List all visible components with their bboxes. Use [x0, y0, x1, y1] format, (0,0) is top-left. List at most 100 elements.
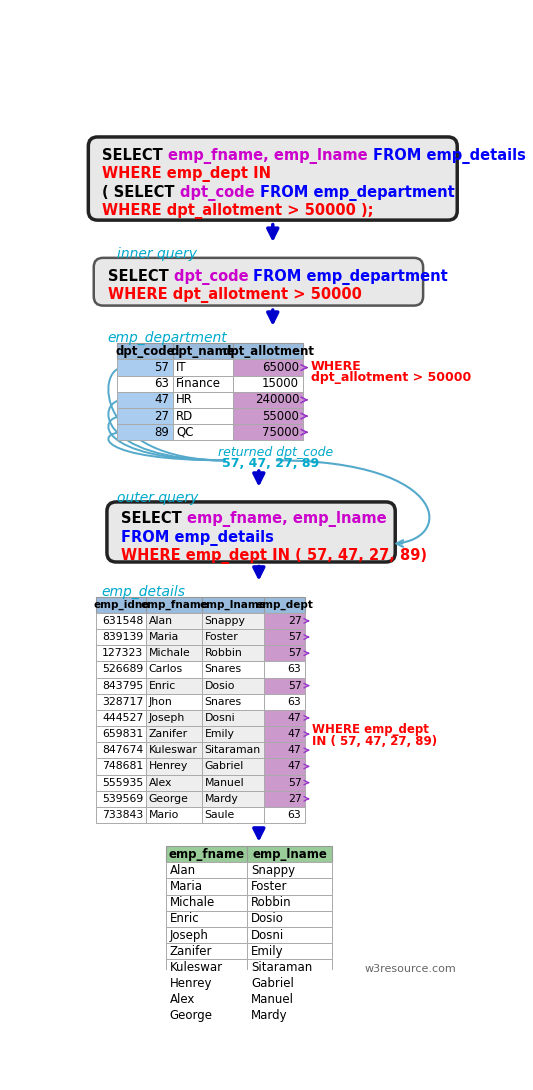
Bar	[202, 759, 264, 775]
Text: Robbin: Robbin	[205, 649, 243, 658]
Bar	[173, 376, 233, 391]
Bar	[264, 645, 304, 662]
Bar	[147, 790, 202, 807]
Text: Maria: Maria	[169, 880, 203, 893]
Bar	[264, 790, 304, 807]
Bar	[147, 645, 202, 662]
Bar	[166, 1008, 247, 1024]
Text: SELECT: SELECT	[102, 148, 168, 162]
Bar	[147, 662, 202, 678]
Bar	[202, 775, 264, 790]
Text: 57, 47, 27, 89: 57, 47, 27, 89	[222, 458, 319, 470]
Text: 47: 47	[288, 713, 302, 723]
Text: Gabriel: Gabriel	[205, 762, 244, 772]
Text: dpt_allotment > 50000: dpt_allotment > 50000	[311, 371, 471, 384]
Bar	[173, 360, 233, 376]
Text: 555935: 555935	[102, 777, 143, 788]
Bar	[96, 726, 147, 742]
Text: 847674: 847674	[102, 746, 143, 755]
Text: Joseph: Joseph	[149, 713, 185, 723]
Text: dpt_name: dpt_name	[171, 344, 236, 358]
Text: Manuel: Manuel	[251, 993, 294, 1006]
Text: FROM emp_department: FROM emp_department	[260, 184, 455, 201]
Bar	[247, 926, 333, 943]
Bar	[117, 408, 173, 424]
Text: Alex: Alex	[149, 777, 172, 788]
Text: Carlos: Carlos	[149, 665, 183, 675]
Text: Sitaraman: Sitaraman	[205, 746, 261, 755]
Text: Jhon: Jhon	[149, 697, 173, 706]
Bar	[147, 678, 202, 693]
Bar	[147, 775, 202, 790]
Text: 27: 27	[154, 410, 169, 423]
Text: emp_lname: emp_lname	[253, 848, 327, 861]
Text: 63: 63	[154, 377, 169, 390]
Bar	[147, 759, 202, 775]
Text: Alex: Alex	[169, 993, 195, 1006]
Bar	[247, 976, 333, 992]
Text: 47: 47	[154, 393, 169, 407]
Bar	[166, 879, 247, 895]
Bar	[247, 846, 333, 862]
Text: Foster: Foster	[205, 632, 238, 642]
Bar	[173, 343, 233, 360]
Text: IN ( 57, 47, 27, 89): IN ( 57, 47, 27, 89)	[312, 736, 438, 749]
Bar	[166, 959, 247, 976]
Bar	[96, 662, 147, 678]
Text: Dosio: Dosio	[251, 912, 284, 925]
Text: Foster: Foster	[251, 880, 288, 893]
Text: Emily: Emily	[251, 945, 284, 958]
FancyBboxPatch shape	[88, 137, 457, 220]
Text: 63: 63	[288, 697, 302, 706]
Bar	[233, 424, 303, 440]
Bar	[96, 693, 147, 710]
Text: WHERE: WHERE	[311, 360, 361, 373]
Text: Mario: Mario	[149, 810, 179, 820]
Text: Henrey: Henrey	[169, 977, 212, 990]
Bar	[166, 943, 247, 959]
Bar	[96, 775, 147, 790]
Text: Snares: Snares	[205, 697, 241, 706]
Bar	[173, 391, 233, 408]
Bar	[166, 992, 247, 1008]
Bar	[202, 742, 264, 759]
Bar	[247, 992, 333, 1008]
Text: outer query: outer query	[117, 492, 198, 505]
Bar	[202, 807, 264, 823]
Text: Zanifer: Zanifer	[169, 945, 212, 958]
Text: 27: 27	[288, 616, 302, 626]
Text: 57: 57	[288, 777, 302, 788]
Text: 27: 27	[288, 794, 302, 803]
Text: 57: 57	[288, 632, 302, 642]
Text: 47: 47	[288, 729, 302, 739]
Text: emp_fname: emp_fname	[140, 600, 208, 610]
Text: Michale: Michale	[169, 896, 215, 909]
Bar	[202, 662, 264, 678]
Bar	[173, 424, 233, 440]
Text: 631548: 631548	[102, 616, 143, 626]
Bar	[247, 911, 333, 926]
Text: emp_fname, emp_lname: emp_fname, emp_lname	[168, 148, 373, 164]
Text: 539569: 539569	[102, 794, 143, 803]
Text: Alan: Alan	[169, 864, 196, 876]
Text: 659831: 659831	[102, 729, 143, 739]
Bar	[264, 710, 304, 726]
Bar	[264, 613, 304, 629]
Text: 65000: 65000	[262, 361, 299, 374]
Bar	[202, 629, 264, 645]
Text: RD: RD	[176, 410, 193, 423]
Bar	[96, 613, 147, 629]
Bar	[247, 959, 333, 976]
Bar	[247, 943, 333, 959]
Text: 63: 63	[288, 810, 302, 820]
Text: dpt_code: dpt_code	[180, 184, 260, 201]
Bar	[202, 790, 264, 807]
Bar	[264, 678, 304, 693]
Text: 748681: 748681	[102, 762, 143, 772]
Bar	[173, 408, 233, 424]
Text: 15000: 15000	[262, 377, 299, 390]
Text: QC: QC	[176, 426, 193, 439]
Text: inner query: inner query	[117, 247, 197, 262]
Text: Enric: Enric	[149, 680, 176, 691]
Text: emp_idno: emp_idno	[93, 600, 150, 610]
